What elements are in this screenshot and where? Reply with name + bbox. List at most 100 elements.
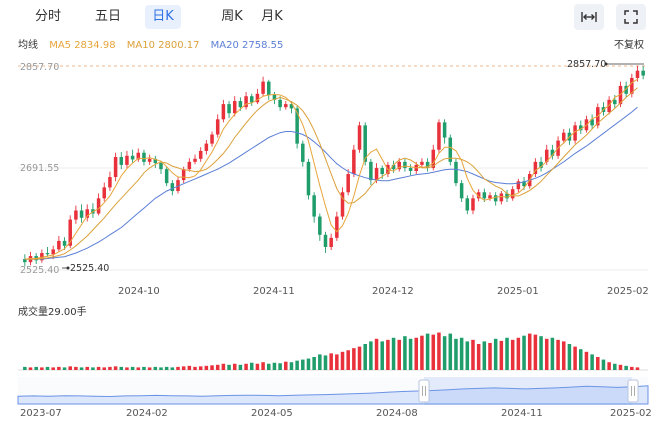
volume-bar	[215, 364, 220, 370]
candle-up	[147, 158, 152, 162]
candle-up	[232, 101, 237, 114]
volume-bar	[176, 366, 180, 370]
candle-down	[579, 125, 583, 131]
volume-bar	[249, 362, 254, 370]
volume-bar	[170, 367, 175, 370]
volume-bar	[516, 337, 521, 370]
volume-bar	[244, 363, 248, 370]
y-tick-label: 2525.40	[20, 265, 59, 276]
volume-bar	[91, 367, 95, 370]
volume-bar	[590, 354, 594, 370]
volume-bar	[420, 335, 424, 370]
tab-five-day[interactable]: 五日	[94, 9, 121, 24]
horizontal-expand-button[interactable]	[574, 4, 604, 30]
candle-up	[488, 195, 492, 199]
volume-bar	[522, 335, 526, 370]
volume-bar	[267, 363, 271, 370]
candle-up	[499, 193, 504, 202]
candle-up	[618, 85, 623, 105]
candle-up	[198, 150, 203, 159]
volume-bar	[227, 364, 231, 370]
volume-bar	[329, 353, 333, 370]
candle-up	[420, 161, 424, 165]
candle-up	[573, 125, 577, 141]
tab-monthly-k[interactable]: 月K	[261, 9, 283, 24]
candle-down	[249, 96, 254, 103]
volume-bar	[204, 365, 209, 370]
volume-bar	[386, 339, 390, 370]
candle-down	[408, 167, 413, 171]
volume-bar	[346, 350, 350, 370]
candle-up	[374, 167, 379, 181]
volume-bar	[323, 355, 328, 370]
volume-bar	[221, 363, 226, 370]
candle-down	[539, 161, 543, 168]
volume-bar	[533, 334, 538, 370]
volume-bar	[369, 341, 373, 370]
volume-bar	[425, 333, 430, 370]
overview-left-handle[interactable]	[418, 379, 430, 403]
candle-down	[295, 108, 299, 144]
volume-bar	[335, 354, 339, 370]
candle-down	[227, 104, 231, 114]
candle-up	[397, 161, 401, 170]
candle-down	[119, 157, 124, 165]
candle-up	[68, 219, 72, 246]
volume-bar	[301, 359, 305, 370]
volume-bar	[454, 338, 458, 370]
volume-bar	[68, 366, 72, 370]
candle-up	[329, 237, 333, 247]
volume-bar	[448, 333, 453, 370]
candle-down	[34, 256, 38, 261]
ma10-line	[24, 87, 638, 260]
volume-bar	[465, 341, 470, 370]
adjust-toggle[interactable]: 不复权	[614, 40, 644, 51]
candle-up	[113, 157, 118, 178]
volume-bar	[505, 337, 509, 370]
horizontal-expand-icon	[581, 12, 597, 22]
candle-down	[159, 163, 163, 170]
candle-down	[550, 149, 555, 156]
tab-minute[interactable]: 分时	[34, 9, 61, 24]
candle-down	[454, 161, 458, 184]
overview-right-handle[interactable]	[627, 379, 639, 403]
candle-down	[272, 94, 277, 100]
tab-daily-k[interactable]: 日K	[145, 5, 181, 29]
candle-up	[437, 122, 441, 150]
candle-down	[482, 192, 487, 199]
candle-up	[204, 143, 209, 151]
fullscreen-button[interactable]	[616, 4, 646, 30]
volume-bar	[147, 367, 152, 370]
volume-bar	[488, 342, 492, 370]
ma-label[interactable]: 均线	[18, 40, 38, 51]
volume-bar	[45, 366, 50, 370]
volume-bar	[142, 366, 146, 370]
candle-down	[403, 161, 407, 168]
volume-bar	[51, 367, 55, 370]
candle-down	[130, 155, 135, 160]
volume-bar	[295, 360, 299, 370]
tab-weekly-k[interactable]: 周K	[221, 9, 243, 24]
candle-down	[465, 198, 470, 211]
volume-bar	[255, 363, 260, 370]
volume-bar	[601, 359, 606, 370]
candle-down	[278, 99, 282, 108]
candle-up	[136, 152, 141, 160]
candle-down	[306, 161, 311, 196]
volume-bar	[403, 336, 407, 370]
candle-down	[567, 132, 572, 141]
volume-bar	[550, 337, 555, 370]
volume-bar	[136, 367, 141, 370]
volume-bar	[476, 344, 481, 370]
candle-down	[79, 210, 84, 218]
candle-down	[442, 122, 447, 138]
volume-bar	[391, 337, 396, 370]
candle-down	[301, 143, 305, 162]
high-price-label: 2857.70	[567, 59, 606, 70]
volume-bar	[272, 362, 277, 370]
candle-down	[23, 259, 27, 263]
volume-bar	[289, 362, 294, 370]
candle-up	[607, 99, 611, 113]
candle-up	[386, 164, 390, 175]
candle-up	[544, 149, 549, 162]
